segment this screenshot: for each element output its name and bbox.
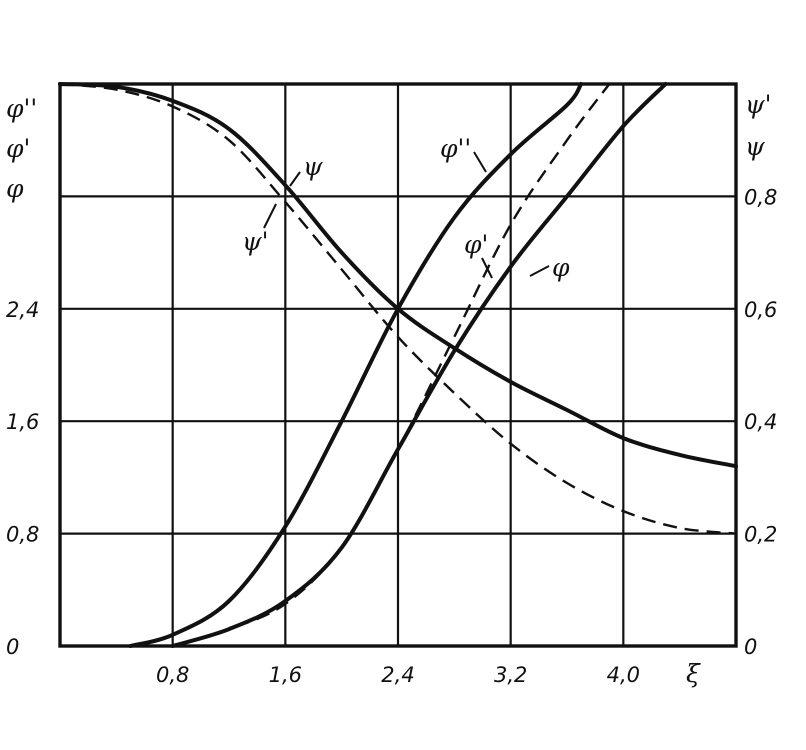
labels: 0,8 1,6 2,4 3,2 4,0 0 0,8 1,6 2,4 0 0,2 0,4 0,6 0,8 φ'… bbox=[6, 90, 777, 688]
curve-label-leader bbox=[473, 151, 487, 173]
curve-label-leader bbox=[263, 203, 277, 229]
curve-label-psi-prime: ψ' bbox=[242, 227, 268, 256]
x-tick-label: 2,4 bbox=[381, 663, 414, 687]
y-left-tick-label: 0,8 bbox=[6, 523, 39, 547]
curve-label-psi: ψ bbox=[303, 152, 323, 181]
series-line-psi-prime bbox=[59, 82, 737, 535]
y-left-tick-label: 1,6 bbox=[6, 410, 39, 434]
y-right-tick-label: 0,6 bbox=[744, 298, 777, 322]
curve-label-phi: φ bbox=[552, 253, 570, 282]
y-right-tick-label: 0 bbox=[744, 635, 757, 659]
y-right-tick-label: 0,8 bbox=[744, 185, 777, 209]
x-tick-label: 4,0 bbox=[607, 663, 640, 687]
x-axis-label: ξ bbox=[686, 659, 701, 688]
grid bbox=[58, 82, 738, 648]
y-left-axis-label: φ' bbox=[6, 134, 30, 163]
x-tick-label: 3,2 bbox=[494, 663, 527, 687]
curve-label-leader bbox=[289, 171, 301, 187]
y-left-tick-label: 2,4 bbox=[6, 298, 39, 322]
y-left-tick-label: 0 bbox=[6, 635, 19, 659]
x-tick-label: 1,6 bbox=[269, 663, 302, 687]
y-left-axis-label: φ'' bbox=[6, 94, 37, 123]
y-right-axis-label: ψ bbox=[745, 132, 765, 161]
curve-label-phi-prime: φ' bbox=[464, 230, 488, 259]
series-line-phi bbox=[170, 82, 668, 648]
y-right-axis-label: ψ' bbox=[745, 90, 771, 119]
x-tick-label: 0,8 bbox=[156, 663, 189, 687]
curves bbox=[58, 82, 738, 648]
y-right-tick-label: 0,4 bbox=[744, 410, 777, 434]
curve-label-phi-double-prime: φ'' bbox=[440, 134, 471, 163]
y-left-axis-label: φ bbox=[6, 174, 24, 203]
y-right-tick-label: 0,2 bbox=[744, 523, 777, 547]
series-line-phi-prime bbox=[172, 83, 611, 648]
curve-label-leader bbox=[481, 257, 493, 279]
series-line-phi-double-prime bbox=[128, 82, 584, 648]
curve-label-leader bbox=[529, 265, 550, 277]
